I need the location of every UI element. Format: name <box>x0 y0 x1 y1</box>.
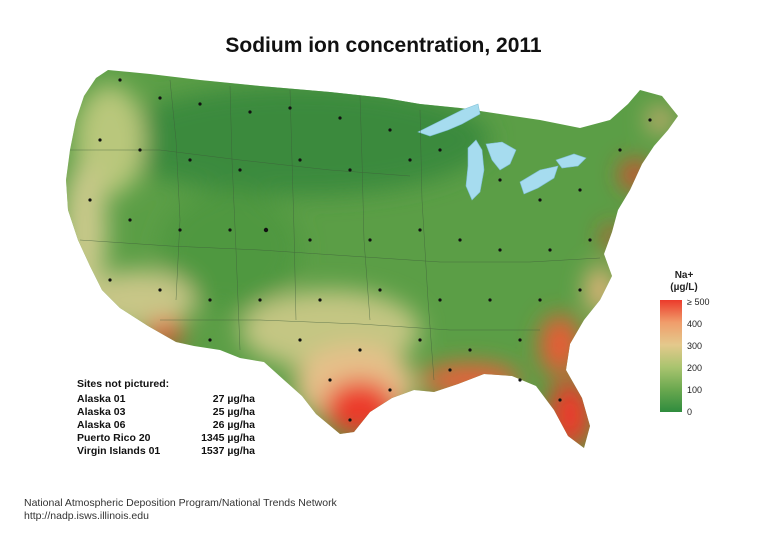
state-lines <box>70 79 601 381</box>
site-name: Alaska 03 <box>77 406 126 418</box>
legend-color-bar <box>660 300 682 412</box>
site-row: Puerto Rico 20 1345 µg/ha <box>77 432 255 445</box>
legend-tick-200: 200 <box>687 363 703 373</box>
site-row: Virgin Islands 01 1537 µg/ha <box>77 445 255 458</box>
site-name: Alaska 06 <box>77 419 126 431</box>
site-name: Virgin Islands 01 <box>77 445 161 457</box>
site-row: Alaska 06 26 µg/ha <box>77 419 255 432</box>
site-value: 27 µg/ha <box>212 393 255 405</box>
site-row: Alaska 01 27 µg/ha <box>77 393 255 406</box>
sites-heading: Sites not pictured: <box>77 378 170 390</box>
legend-tick-100: 100 <box>687 385 703 395</box>
legend-tick-500: ≥ 500 <box>687 297 710 307</box>
legend-tick-0: 0 <box>687 407 693 417</box>
legend-title: Na+ (µg/L) <box>664 270 704 294</box>
sites-not-pictured: Sites not pictured: Alaska 01 27 µg/ha A… <box>77 378 255 458</box>
great-lakes <box>417 103 587 201</box>
site-name: Alaska 01 <box>77 393 126 405</box>
site-name: Puerto Rico 20 <box>77 432 151 444</box>
site-value: 25 µg/ha <box>212 406 255 418</box>
site-value: 1345 µg/ha <box>201 432 255 444</box>
site-value: 26 µg/ha <box>212 419 255 431</box>
legend-title-symbol: Na+ <box>674 270 694 281</box>
site-row: Alaska 03 25 µg/ha <box>77 406 255 419</box>
legend-title-unit: (µg/L) <box>670 282 698 293</box>
source-url[interactable]: http://nadp.isws.illinois.edu <box>24 510 149 522</box>
site-dots <box>88 78 652 422</box>
legend-tick-300: 300 <box>687 341 703 351</box>
source-credit: National Atmospheric Deposition Program/… <box>24 497 337 523</box>
legend-tick-400: 400 <box>687 319 703 329</box>
site-value: 1537 µg/ha <box>201 445 255 457</box>
source-name: National Atmospheric Deposition Program/… <box>24 497 337 509</box>
map-title: Sodium ion concentration, 2011 <box>225 34 542 57</box>
